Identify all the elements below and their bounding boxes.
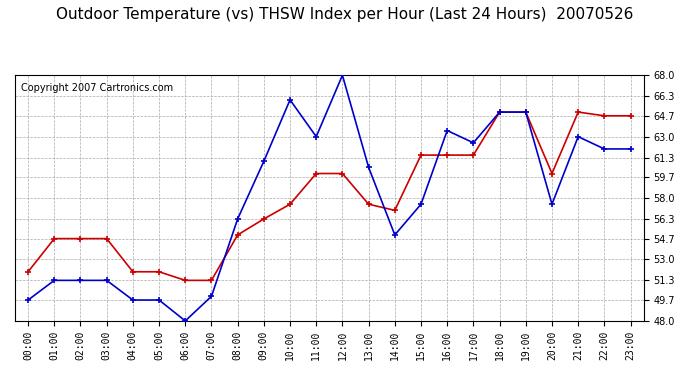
Text: Outdoor Temperature (vs) THSW Index per Hour (Last 24 Hours)  20070526: Outdoor Temperature (vs) THSW Index per …: [57, 8, 633, 22]
Text: Copyright 2007 Cartronics.com: Copyright 2007 Cartronics.com: [21, 82, 173, 93]
